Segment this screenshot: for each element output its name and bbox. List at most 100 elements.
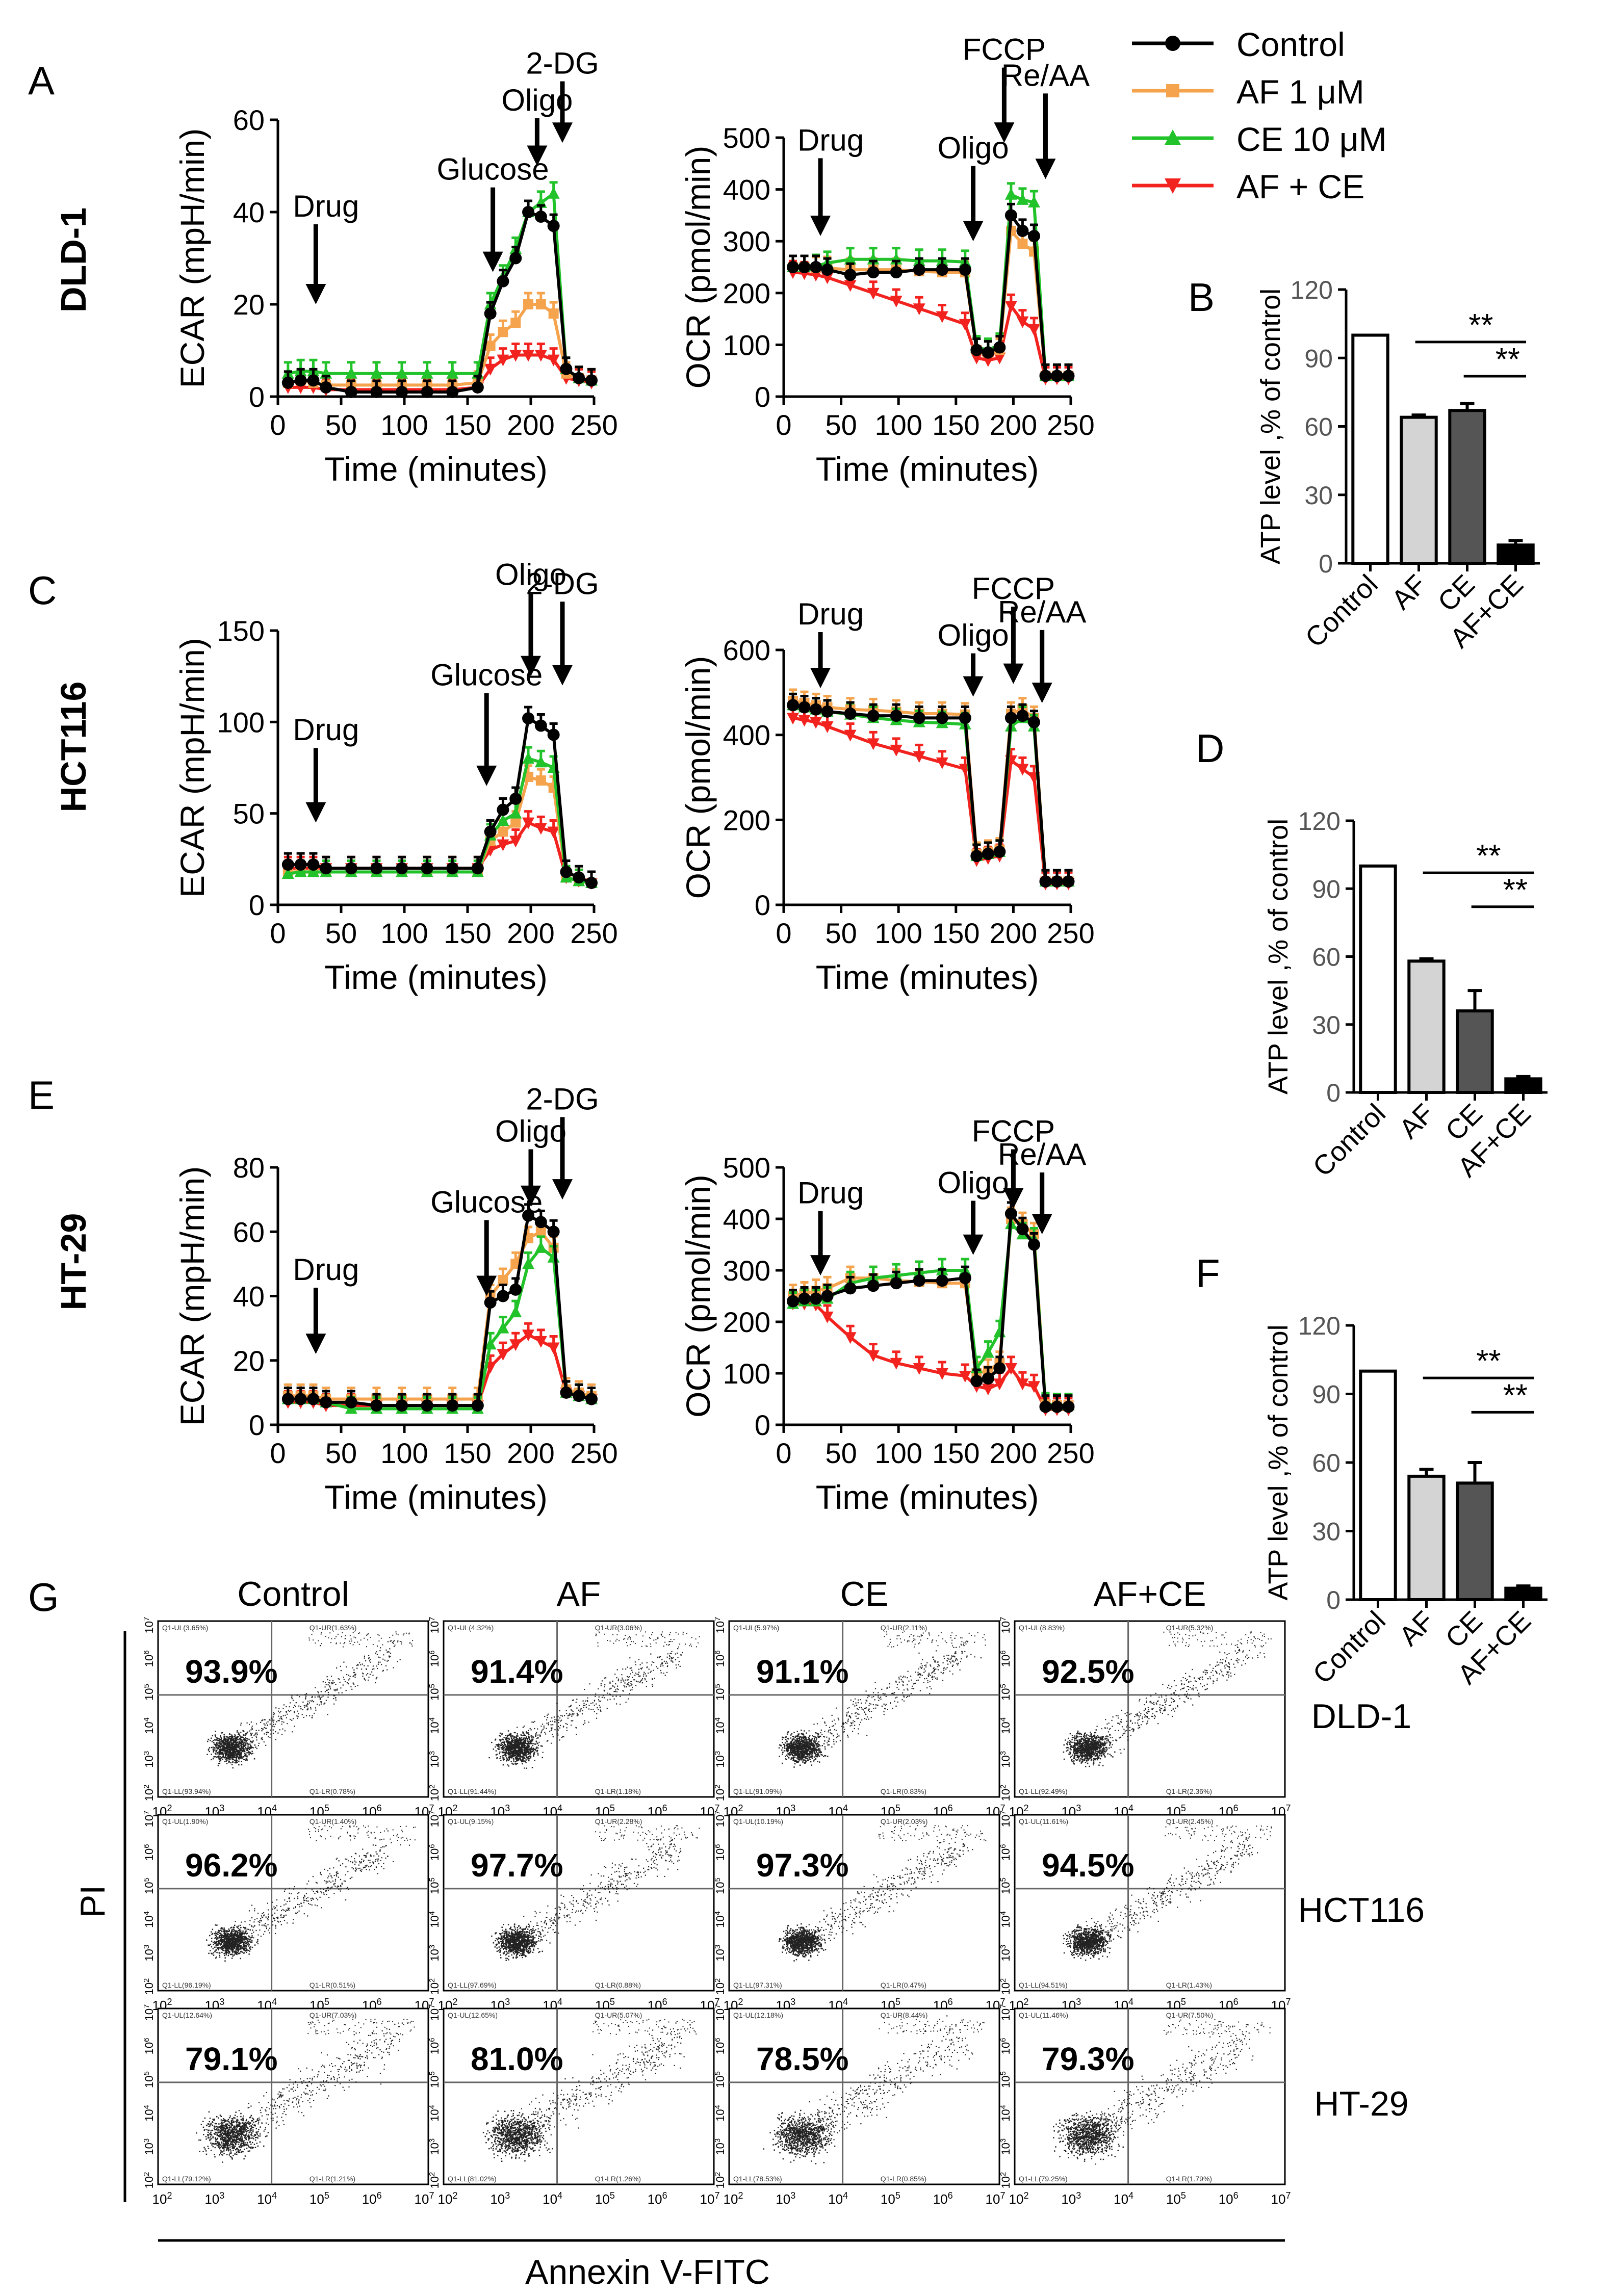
tick-exponent: 2: [1023, 2190, 1028, 2201]
data-point-control: [370, 385, 383, 398]
annotation-arrow-head: [482, 251, 503, 272]
data-point-control: [890, 1277, 903, 1290]
data-point-control: [913, 712, 925, 724]
y-tick-label: 103: [428, 1945, 441, 1962]
series-af: [788, 218, 1074, 381]
data-point-control: [787, 1295, 800, 1308]
annotation-arrow-head: [1003, 663, 1024, 684]
legend-item-af: AF 1 μM: [1132, 73, 1364, 111]
data-point-control: [534, 719, 547, 732]
data-point-ce: [497, 814, 509, 826]
annotation-label: Oligo: [495, 557, 566, 591]
tick-exponent: 2: [452, 1803, 457, 1813]
quadrant-ll-label: Q1-LL(97.31%): [733, 1981, 782, 1989]
quadrant-ur-label: Q1-UR(2.45%): [1166, 1817, 1214, 1825]
quadrant-ur-label: Q1-UR(7.03%): [310, 2011, 357, 2019]
data-point-afce: [867, 1350, 880, 1362]
data-point-control: [1039, 370, 1052, 382]
quadrant-ul-label: Q1-UL(3.65%): [162, 1624, 208, 1632]
annotation-arrow-head: [1003, 1188, 1024, 1209]
tick-base: 10: [428, 1721, 441, 1734]
tick-base: 10: [143, 1882, 156, 1894]
y-tick-label: 105: [142, 2071, 156, 2088]
tick-exponent: 7: [142, 1617, 151, 1621]
quadrant-ll-label: Q1-LL(78.53%): [733, 2175, 782, 2183]
y-axis-title: ATP level ,% of control: [1263, 819, 1294, 1094]
data-point-control: [890, 710, 903, 722]
x-tick-label: 102: [438, 2190, 458, 2207]
data-point-ce: [497, 1321, 509, 1334]
data-point-afce: [936, 757, 948, 769]
y-tick-label: 80: [233, 1152, 265, 1184]
y-tick-label: 0: [249, 889, 265, 921]
tick-base: 10: [714, 1789, 727, 1801]
quadrant-ul-label: Q1-UL(10.19%): [733, 1817, 783, 1825]
data-point-afce: [821, 272, 834, 284]
y-tick-label: 200: [723, 1306, 770, 1338]
y-tick-label: 102: [428, 1785, 441, 1802]
y-tick-label: 104: [999, 1717, 1012, 1734]
data-point-control: [421, 385, 433, 398]
data-point-control: [1050, 1400, 1063, 1413]
data-point-afce: [509, 350, 522, 362]
x-tick-label: 50: [825, 409, 857, 441]
data-point-control: [936, 264, 948, 276]
bar-0: [1359, 1369, 1397, 1602]
chart-dld1-ocr: 0 50 100 150 200 250 0 100 200 300 400 500 Time (min…: [679, 33, 1095, 488]
x-tick-label: 200: [990, 1437, 1037, 1469]
plot-frame: [728, 1620, 1000, 1798]
x-tick-label: 0: [270, 1437, 286, 1469]
y-tick-label: 107: [999, 1617, 1012, 1634]
data-point-control: [993, 1362, 1006, 1374]
tick-exponent: 7: [714, 1997, 719, 2007]
annotation-label: Drug: [797, 123, 864, 157]
y-tick-label: 0: [249, 381, 265, 413]
row-label: HCT116: [1298, 1891, 1425, 1929]
tick-base: 10: [714, 2076, 727, 2088]
tick-exponent: 3: [428, 1751, 436, 1755]
data-point-af: [535, 1227, 546, 1237]
live-percent: 81.0%: [471, 2041, 563, 2077]
tick-base: 10: [999, 1882, 1012, 1894]
data-point-control: [1062, 370, 1075, 382]
tick-base: 10: [714, 1721, 727, 1734]
quadrant-ll-label: Q1-LL(93.94%): [162, 1787, 211, 1795]
tick-base: 10: [724, 2191, 738, 2207]
series-line-afce: [792, 716, 1069, 885]
tick-exponent: 7: [999, 1617, 1008, 1621]
data-point-afce: [1027, 1381, 1040, 1393]
data-point-afce: [970, 352, 983, 364]
x-tick-label: Control: [1307, 1098, 1391, 1183]
bar-1: [1407, 1474, 1446, 1601]
flow-plot: Q1-UL(11.61%) Q1-UR(2.45%) Q1-LL(94.51%) Q1…: [999, 1811, 1291, 2013]
data-point-control: [970, 344, 983, 356]
tick-base: 10: [362, 2191, 377, 2207]
y-tick-label: 107: [713, 1617, 727, 1634]
tick-base: 10: [143, 2042, 156, 2054]
data-point-ce: [982, 1346, 994, 1358]
y-tick-label: 104: [428, 1717, 441, 1734]
x-tick-label: 100: [874, 917, 922, 949]
tick-exponent: 4: [999, 2105, 1008, 2109]
data-point-control: [484, 307, 497, 320]
tick-base: 10: [714, 2109, 727, 2121]
x-tick-label: 102: [1009, 2190, 1029, 2207]
tick-exponent: 4: [272, 1997, 277, 2007]
y-tick-label: 60: [1312, 943, 1341, 972]
y-tick-label: 100: [723, 329, 770, 361]
data-point-control: [1016, 224, 1029, 237]
y-tick-label: 106: [142, 2038, 156, 2054]
annotation-arrow-head: [1032, 683, 1052, 703]
data-point-af: [485, 341, 496, 351]
tick-exponent: 7: [1000, 2190, 1005, 2201]
tick-base: 10: [428, 2143, 441, 2155]
tick-exponent: 6: [999, 1844, 1008, 1848]
data-point-afce: [1004, 1363, 1017, 1375]
y-tick-label: 106: [428, 2038, 441, 2054]
y-tick-label: 600: [723, 634, 770, 666]
data-point-ce: [534, 755, 547, 768]
x-tick-label: 102: [152, 2190, 172, 2207]
y-tick-label: 60: [1304, 413, 1333, 441]
tick-base: 10: [1061, 2191, 1076, 2207]
